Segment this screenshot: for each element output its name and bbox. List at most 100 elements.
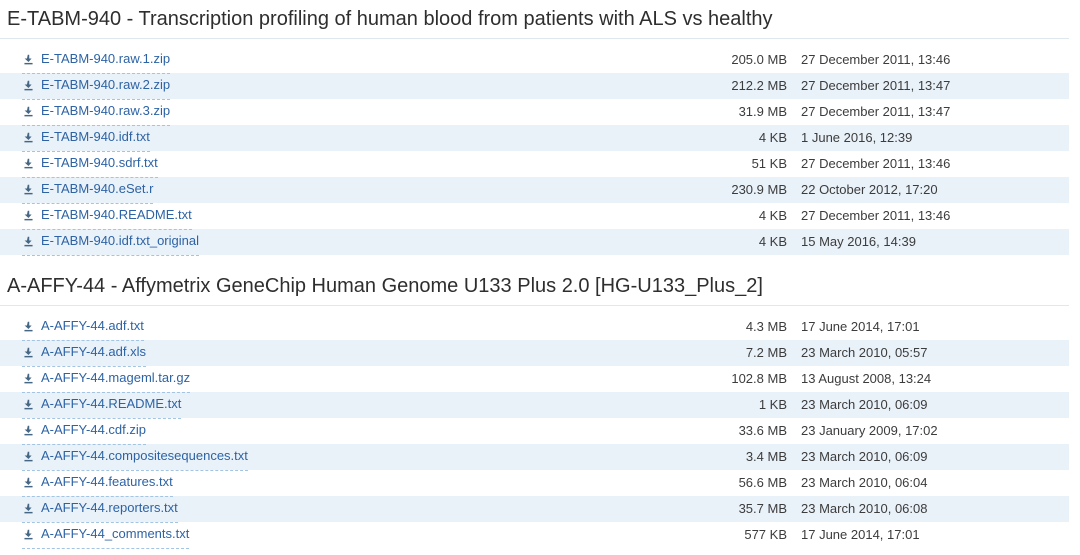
file-size: 102.8 MB — [731, 371, 787, 386]
file-download-link[interactable]: A-AFFY-44.features.txt — [22, 469, 173, 497]
file-row: A-AFFY-44.compositesequences.txt 3.4 MB … — [0, 443, 1069, 471]
file-size: 51 KB — [751, 156, 787, 171]
download-icon — [24, 426, 33, 436]
file-download-link[interactable]: A-AFFY-44.mageml.tar.gz — [22, 365, 191, 393]
download-icon — [24, 237, 33, 247]
file-row: A-AFFY-44.adf.txt 4.3 MB 17 June 2014, 1… — [0, 313, 1069, 341]
file-size: 35.7 MB — [738, 501, 787, 516]
file-row: E-TABM-940.README.txt 4 KB 27 December 2… — [0, 202, 1069, 231]
file-name-cell: E-TABM-940.eSet.r — [0, 176, 154, 205]
file-size: 31.9 MB — [738, 104, 787, 119]
file-name-cell: A-AFFY-44.mageml.tar.gz — [0, 365, 191, 394]
download-icon — [24, 211, 33, 221]
file-name: A-AFFY-44.compositesequences.txt — [41, 447, 248, 463]
file-name: E-TABM-940.raw.2.zip — [41, 76, 171, 92]
file-table: A-AFFY-44.adf.txt 4.3 MB 17 June 2014, 1… — [0, 313, 1069, 549]
file-download-link[interactable]: A-AFFY-44.adf.txt — [22, 313, 144, 341]
file-name-cell: E-TABM-940.README.txt — [0, 202, 192, 231]
file-name: E-TABM-940.eSet.r — [41, 180, 154, 196]
file-row: E-TABM-940.raw.2.zip 212.2 MB 27 Decembe… — [0, 72, 1069, 101]
file-name-cell: E-TABM-940.raw.1.zip — [0, 46, 171, 75]
file-date: 23 March 2010, 06:09 — [801, 449, 928, 464]
file-date: 27 December 2011, 13:47 — [801, 78, 951, 93]
section-title: E-TABM-940 - Transcription profiling of … — [7, 8, 773, 30]
file-size: 230.9 MB — [731, 182, 787, 197]
file-name: A-AFFY-44.adf.txt — [41, 317, 144, 333]
file-name: E-TABM-940.idf.txt_original — [41, 232, 199, 248]
section-title: A-AFFY-44 - Affymetrix GeneChip Human Ge… — [7, 275, 763, 297]
file-download-link[interactable]: E-TABM-940.eSet.r — [22, 176, 154, 204]
file-row: E-TABM-940.raw.3.zip 31.9 MB 27 December… — [0, 98, 1069, 126]
file-row: E-TABM-940.sdrf.txt 51 KB 27 December 20… — [0, 150, 1069, 179]
download-icon — [24, 81, 33, 91]
file-download-link[interactable]: A-AFFY-44.reporters.txt — [22, 495, 178, 523]
download-icon — [24, 504, 33, 514]
file-date: 15 May 2016, 14:39 — [801, 234, 916, 249]
file-download-link[interactable]: A-AFFY-44_comments.txt — [22, 521, 190, 549]
file-date: 27 December 2011, 13:46 — [801, 208, 951, 223]
download-icon — [24, 133, 33, 143]
download-icon — [24, 400, 33, 410]
file-date: 23 March 2010, 05:57 — [801, 345, 928, 360]
file-name-cell: E-TABM-940.idf.txt — [0, 124, 150, 153]
file-date: 23 January 2009, 17:02 — [801, 423, 938, 438]
file-download-link[interactable]: A-AFFY-44.compositesequences.txt — [22, 443, 248, 471]
file-download-link[interactable]: A-AFFY-44.cdf.zip — [22, 417, 147, 445]
file-row: A-AFFY-44.cdf.zip 33.6 MB 23 January 200… — [0, 417, 1069, 446]
section-divider — [0, 305, 1069, 306]
file-name-cell: A-AFFY-44.adf.xls — [0, 339, 147, 368]
file-row: E-TABM-940.eSet.r 230.9 MB 22 October 20… — [0, 176, 1069, 205]
file-name-cell: A-AFFY-44.reporters.txt — [0, 495, 178, 524]
file-row: E-TABM-940.raw.1.zip 205.0 MB 27 Decembe… — [0, 46, 1069, 75]
download-icon — [24, 159, 33, 169]
file-download-link[interactable]: E-TABM-940.idf.txt_original — [22, 228, 199, 256]
download-icon — [24, 478, 33, 488]
file-size: 4 KB — [758, 234, 787, 249]
file-name: E-TABM-940.idf.txt — [41, 128, 150, 144]
file-name: A-AFFY-44_comments.txt — [41, 525, 190, 541]
download-icon — [24, 185, 33, 195]
file-download-link[interactable]: E-TABM-940.raw.2.zip — [22, 72, 171, 100]
file-download-link[interactable]: A-AFFY-44.README.txt — [22, 391, 182, 419]
download-icon — [24, 348, 33, 358]
file-size: 33.6 MB — [738, 423, 787, 438]
file-name-cell: E-TABM-940.raw.2.zip — [0, 72, 171, 101]
file-date: 23 March 2010, 06:08 — [801, 501, 928, 516]
file-date: 13 August 2008, 13:24 — [801, 371, 932, 386]
file-name: A-AFFY-44.README.txt — [41, 395, 182, 411]
file-name: E-TABM-940.raw.1.zip — [41, 50, 171, 66]
file-row: A-AFFY-44.README.txt 1 KB 23 March 2010,… — [0, 391, 1069, 419]
file-download-link[interactable]: E-TABM-940.idf.txt — [22, 124, 150, 152]
file-row: A-AFFY-44.adf.xls 7.2 MB 23 March 2010, … — [0, 339, 1069, 368]
file-name: E-TABM-940.raw.3.zip — [41, 102, 171, 118]
file-listing-page: E-TABM-940 - Transcription profiling of … — [0, 6, 1069, 549]
file-date: 1 June 2016, 12:39 — [801, 130, 913, 145]
file-download-link[interactable]: E-TABM-940.raw.3.zip — [22, 98, 171, 126]
download-icon — [24, 55, 33, 65]
file-name-cell: A-AFFY-44.features.txt — [0, 469, 173, 498]
file-row: A-AFFY-44.features.txt 56.6 MB 23 March … — [0, 469, 1069, 498]
file-download-link[interactable]: E-TABM-940.README.txt — [22, 202, 192, 230]
file-size: 577 KB — [744, 527, 787, 542]
section-divider — [0, 38, 1069, 39]
file-name-cell: E-TABM-940.sdrf.txt — [0, 150, 158, 179]
download-icon — [24, 322, 33, 332]
file-row: A-AFFY-44.mageml.tar.gz 102.8 MB 13 Augu… — [0, 365, 1069, 394]
file-download-link[interactable]: A-AFFY-44.adf.xls — [22, 339, 147, 367]
file-name: E-TABM-940.sdrf.txt — [41, 154, 158, 170]
file-download-link[interactable]: E-TABM-940.sdrf.txt — [22, 150, 158, 178]
file-size: 3.4 MB — [745, 449, 787, 464]
file-size: 7.2 MB — [745, 345, 787, 360]
file-date: 27 December 2011, 13:46 — [801, 156, 951, 171]
file-size: 1 KB — [758, 397, 787, 412]
file-row: E-TABM-940.idf.txt_original 4 KB 15 May … — [0, 228, 1069, 256]
file-date: 23 March 2010, 06:04 — [801, 475, 928, 490]
file-download-link[interactable]: E-TABM-940.raw.1.zip — [22, 46, 171, 74]
file-size: 205.0 MB — [731, 52, 787, 67]
download-icon — [24, 452, 33, 462]
file-name-cell: A-AFFY-44.cdf.zip — [0, 417, 147, 446]
file-name: E-TABM-940.README.txt — [41, 206, 192, 222]
file-size: 4 KB — [758, 208, 787, 223]
files-section: E-TABM-940 - Transcription profiling of … — [0, 6, 1069, 256]
file-size: 4 KB — [758, 130, 787, 145]
